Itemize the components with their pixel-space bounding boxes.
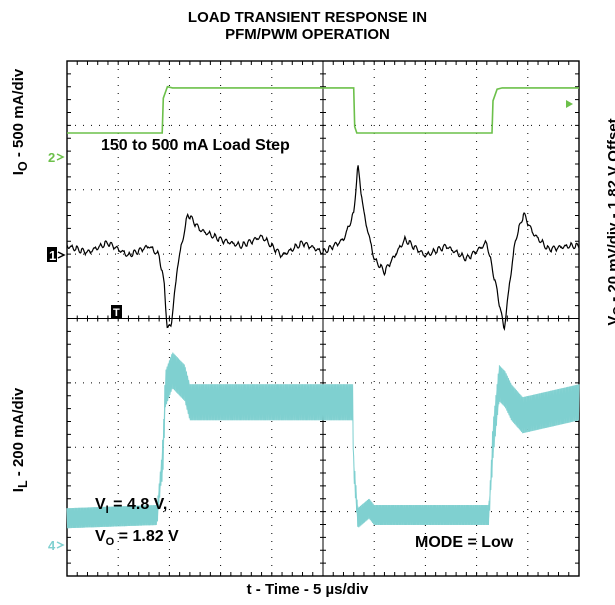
plot-grid [66, 60, 580, 577]
vi-annotation-sub: I [106, 504, 109, 516]
ch1-marker-arrow [57, 251, 66, 259]
trigger-marker: T [111, 305, 122, 319]
mode-annotation: MODE = Low [415, 534, 514, 551]
vo-annotation-main: V [95, 528, 106, 545]
ch4-marker-label: 4 [48, 538, 56, 553]
io-ref-marker [566, 100, 573, 108]
chart-title-line2: PFM/PWM OPERATION [225, 26, 390, 43]
ch2-marker: 2 [48, 150, 65, 165]
ch2-marker-arrow [56, 153, 65, 161]
vo-annotation-sub: O [106, 536, 115, 548]
ch2-marker-label: 2 [48, 150, 55, 165]
ch1-marker-box [47, 247, 57, 262]
ch4-marker-arrow [56, 541, 65, 549]
ch1-marker: 1 [47, 247, 66, 263]
x-axis-label: t - Time - 5 µs/div [246, 581, 369, 598]
plot-traces [66, 85, 580, 529]
ch4-marker: 4 [48, 538, 65, 553]
vo-annotation-value: = 1.82 V [114, 528, 179, 545]
trace-io [67, 85, 579, 134]
trigger-marker-label: T [113, 307, 120, 319]
vi-annotation-value: = 4.8 V, [109, 496, 168, 513]
vo-annotation: VO = 1.82 V [95, 528, 179, 548]
trace-il-band [67, 353, 579, 529]
trigger-marker-box [111, 305, 122, 318]
ch1-marker-label: 1 [49, 248, 56, 263]
chart-title-line1: LOAD TRANSIENT RESPONSE IN [187, 9, 428, 26]
vi-annotation: VI = 4.8 V, [95, 496, 167, 516]
load-step-annotation: 150 to 500 mA Load Step [101, 137, 290, 154]
channel-markers: 2 1 4 T [47, 150, 122, 553]
vi-annotation-main: V [95, 496, 106, 513]
trace-vo [66, 165, 580, 332]
